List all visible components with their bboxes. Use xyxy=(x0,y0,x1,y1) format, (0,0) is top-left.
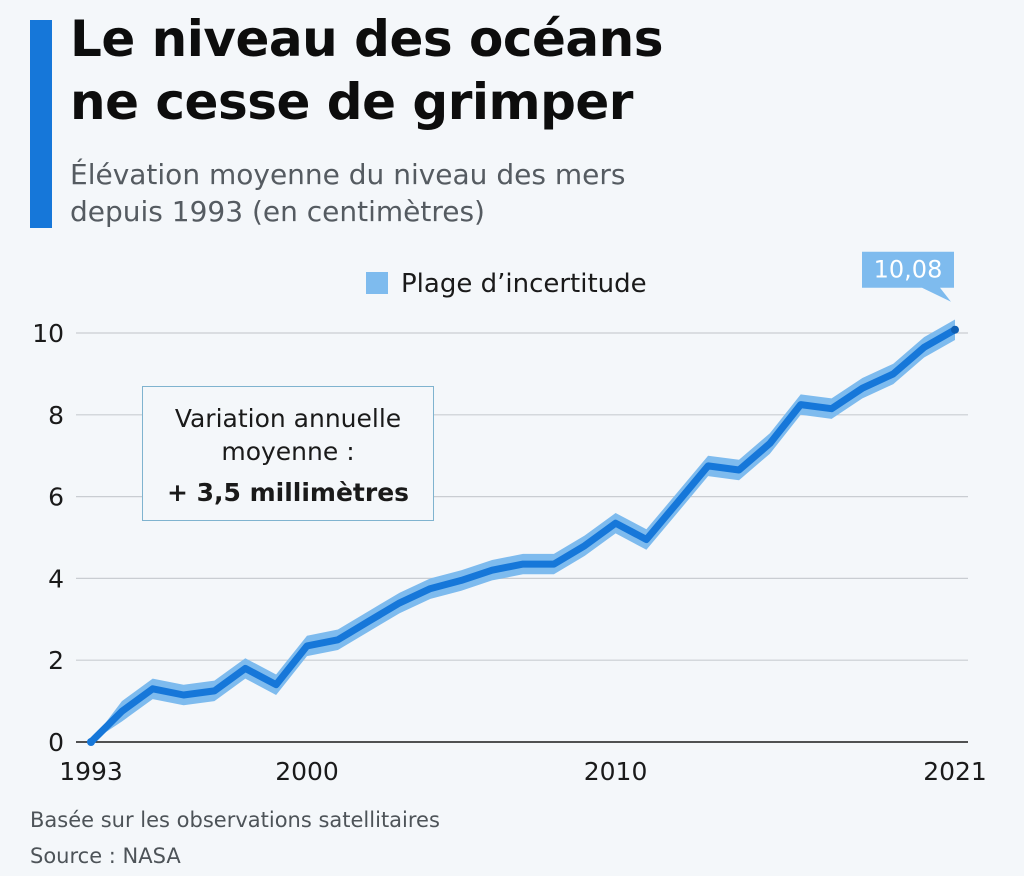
value-callout-box xyxy=(862,251,954,302)
sea-level-line xyxy=(87,326,959,746)
chart-title-line-2: ne cesse de grimper xyxy=(70,73,633,131)
footnote: Basée sur les observations satellitaires… xyxy=(30,802,440,874)
y-axis-tick-labels: 0 2 4 6 8 10 xyxy=(32,319,64,757)
chart-title: Le niveau des océans ne cesse de grimper xyxy=(70,8,970,134)
x-axis-tick-labels: 1993 2000 2010 2021 xyxy=(59,757,987,786)
legend-label-uncertainty: Plage d’incertitude xyxy=(401,269,647,299)
footnote-note: Basée sur les observations satellitaires xyxy=(30,808,440,832)
data-point xyxy=(951,325,959,334)
annual-change-box: Variation annuelle moyenne : + 3,5 milli… xyxy=(142,386,434,521)
y-tick-label: 4 xyxy=(48,564,64,593)
annual-change-line-2: moyenne : xyxy=(221,437,355,466)
x-tick-label: 2000 xyxy=(275,757,339,786)
data-point xyxy=(87,738,95,746)
chart-subtitle-line-1: Élévation moyenne du niveau des mers xyxy=(70,158,626,191)
y-tick-label: 6 xyxy=(48,483,64,512)
y-tick-label: 2 xyxy=(48,646,64,675)
x-tick-label: 2021 xyxy=(923,757,987,786)
chart-subtitle-line-2: depuis 1993 (en centimètres) xyxy=(70,195,485,228)
uncertainty-band-layer xyxy=(91,319,955,742)
series-line-layer xyxy=(87,325,959,746)
x-tick-label: 1993 xyxy=(59,757,123,786)
chart-title-line-1: Le niveau des océans xyxy=(70,10,664,68)
legend-swatch-uncertainty xyxy=(366,272,388,294)
annual-change-value: + 3,5 millimètres xyxy=(166,478,410,507)
grid-lines xyxy=(76,332,968,743)
uncertainty-band xyxy=(91,319,955,742)
annual-change-line-1: Variation annuelle xyxy=(174,404,402,433)
legend: Plage d’incertitude xyxy=(366,269,647,299)
value-callout-label: 10,08 xyxy=(874,256,943,284)
value-callout: 10,08 xyxy=(862,251,954,302)
y-tick-label: 8 xyxy=(48,401,64,430)
footnote-source: Source : NASA xyxy=(30,844,181,868)
x-tick-label: 2010 xyxy=(584,757,648,786)
y-tick-label: 10 xyxy=(32,319,64,348)
chart-subtitle: Élévation moyenne du niveau des mers dep… xyxy=(70,156,770,230)
y-tick-label: 0 xyxy=(48,728,64,757)
title-accent-bar xyxy=(30,20,52,228)
